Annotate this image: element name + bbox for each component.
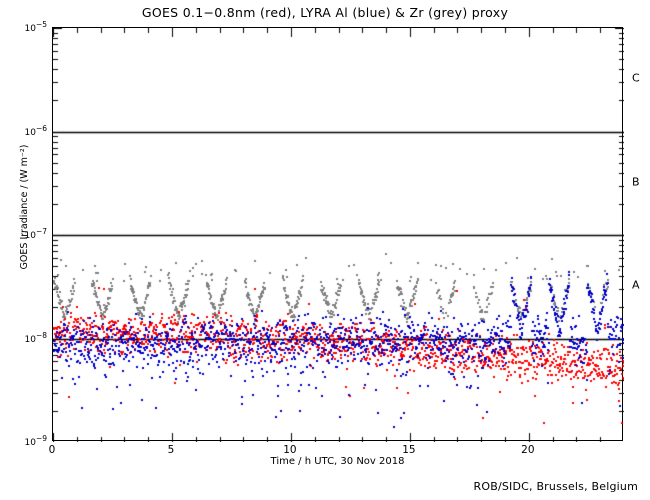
x-axis-label: Time / h UTC, 30 Nov 2018 — [270, 456, 405, 467]
y-axis-label-wrap: GOES Irradiance / (W m⁻²) — [6, 0, 30, 414]
x-tick-label: 5 — [167, 444, 175, 456]
flare-class-label: C — [632, 71, 640, 85]
y-tick-label: 10−8 — [24, 330, 47, 345]
y-tick-label: 10−7 — [24, 227, 47, 241]
y-axis-label: GOES Irradiance / (W m⁻²) — [18, 144, 30, 270]
chart-title: GOES 0.1−0.8nm (red), LYRA Al (blue) & Z… — [141, 5, 509, 20]
x-tick-label: 10 — [283, 444, 297, 456]
credit-text: ROB/SIDC, Brussels, Belgium — [473, 480, 638, 493]
plot-area — [52, 27, 624, 442]
scatter-canvas — [53, 28, 624, 442]
y-tick-label: 10−9 — [24, 434, 47, 448]
x-tick-label: 15 — [402, 444, 416, 456]
y-tick-label: 10−5 — [24, 20, 47, 34]
y-tick-label: 10−6 — [24, 123, 47, 138]
x-tick-label: 20 — [521, 444, 535, 456]
flare-class-label: A — [632, 278, 640, 292]
flare-class-label: B — [632, 175, 640, 189]
x-tick-label: 0 — [48, 444, 56, 456]
